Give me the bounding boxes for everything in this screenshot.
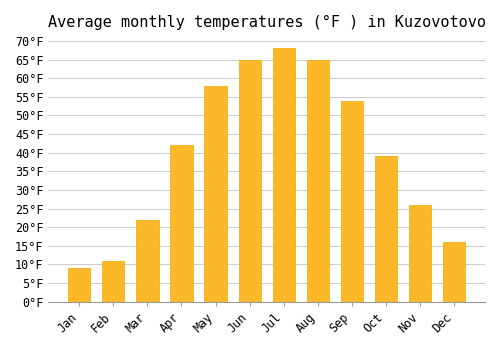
- Bar: [238, 60, 260, 302]
- Bar: [204, 86, 227, 302]
- Bar: [102, 261, 124, 302]
- Bar: [409, 205, 431, 302]
- Title: Average monthly temperatures (°F ) in Kuzovotovo: Average monthly temperatures (°F ) in Ku…: [48, 15, 486, 30]
- Bar: [375, 156, 397, 302]
- Bar: [136, 220, 158, 302]
- Bar: [68, 268, 90, 302]
- Bar: [272, 48, 295, 302]
- Bar: [443, 242, 465, 302]
- Bar: [341, 100, 363, 302]
- Bar: [306, 60, 329, 302]
- Bar: [170, 145, 192, 302]
